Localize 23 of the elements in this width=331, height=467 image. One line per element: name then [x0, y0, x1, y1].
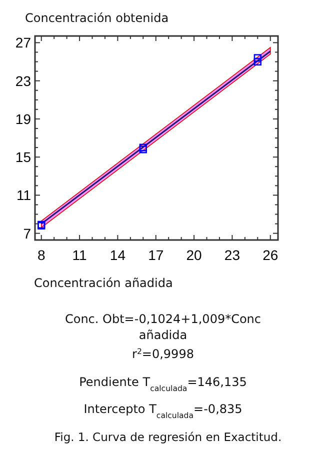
- x-tick-label: 23: [224, 247, 240, 263]
- y-tick-label: 23: [15, 72, 32, 89]
- x-tick-label: 14: [110, 247, 126, 263]
- y-tick-label: 11: [16, 187, 32, 204]
- x-tick-label: 11: [72, 247, 87, 263]
- caption: Fig. 1. Curva de regresión en Exactitud.: [54, 430, 282, 444]
- point: [139, 146, 147, 154]
- text: r$^{2}$=0,9998: [132, 346, 194, 361]
- point: [254, 54, 262, 62]
- x-tick-label: 8: [37, 247, 46, 263]
- x-axis-title: Concentración añadida: [34, 276, 173, 290]
- x-tick-label: 17: [148, 247, 164, 263]
- x-tick-label: 20: [186, 247, 202, 263]
- point: [254, 58, 262, 66]
- point: [139, 144, 147, 152]
- text: Pendiente T$_{calculada}$=146,135: [79, 375, 247, 392]
- x-tick-label: 26: [262, 247, 278, 263]
- y-axis-title: Concentración obtenida: [25, 11, 169, 25]
- y-tick-label: 27: [15, 34, 32, 51]
- y-tick-label: 19: [15, 110, 32, 127]
- text: Intercepto T$_{calculada}$=-0,835: [84, 402, 242, 420]
- y-tick-label: 15: [15, 149, 32, 166]
- y-tick-label: 7: [23, 225, 32, 242]
